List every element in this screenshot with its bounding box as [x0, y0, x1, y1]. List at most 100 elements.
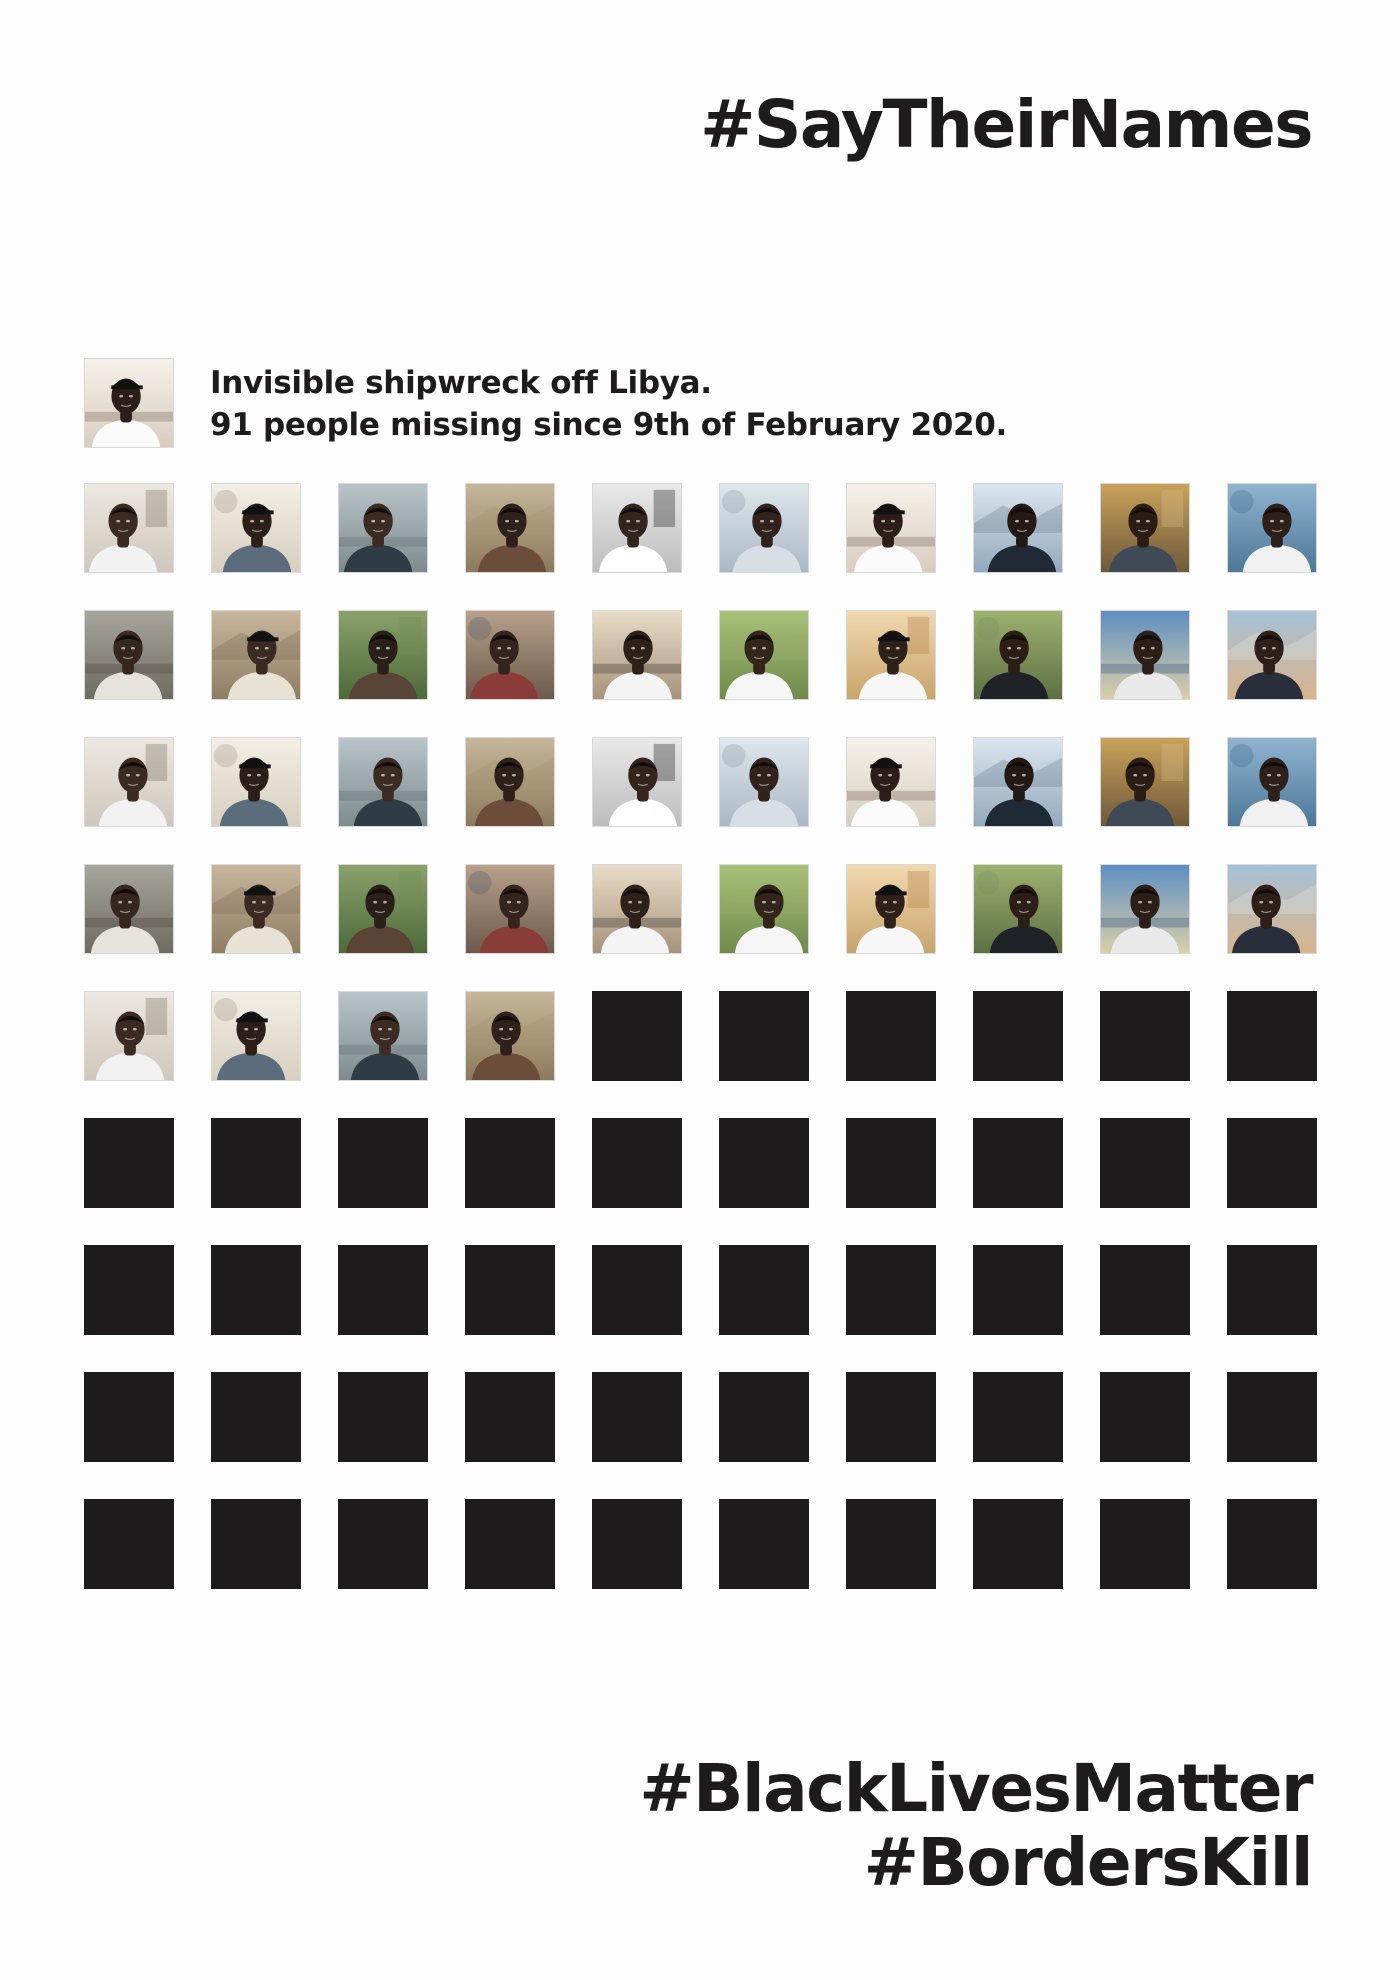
- portrait-photo-15: [592, 610, 682, 700]
- portrait-cell: [1227, 610, 1317, 700]
- portrait-photo-40: [1227, 864, 1317, 954]
- missing-person-square: [338, 1245, 428, 1335]
- portrait-photo-19: [1100, 610, 1190, 700]
- missing-person-square: [592, 991, 682, 1081]
- portrait-photo-23: [338, 737, 428, 827]
- portrait-cell: [592, 610, 682, 700]
- portrait-photo-6: [719, 483, 809, 573]
- missing-person-square: [719, 1499, 809, 1589]
- missing-person-square: [592, 1245, 682, 1335]
- intro-portrait: [84, 358, 174, 448]
- portrait-photo-13: [338, 610, 428, 700]
- portrait-photo-41: [84, 991, 174, 1081]
- portrait-cell: [465, 991, 555, 1081]
- missing-person-square: [211, 1372, 301, 1462]
- portrait-cell: [211, 483, 301, 573]
- portrait-photo-9: [1100, 483, 1190, 573]
- portrait-photo-12: [211, 610, 301, 700]
- missing-person-square: [846, 1372, 936, 1462]
- portrait-cell: [1227, 483, 1317, 573]
- portrait-photo-25: [592, 737, 682, 827]
- portrait-cell: [1100, 610, 1190, 700]
- portrait-photo-5: [592, 483, 682, 573]
- portrait-cell: [846, 737, 936, 827]
- portrait-photo-14: [465, 610, 555, 700]
- portrait-cell: [84, 737, 174, 827]
- portrait-photo-27: [846, 737, 936, 827]
- missing-person-square: [973, 1245, 1063, 1335]
- missing-person-square: [465, 1372, 555, 1462]
- missing-person-square: [211, 1245, 301, 1335]
- portrait-cell: [84, 864, 174, 954]
- portrait-photo-24: [465, 737, 555, 827]
- portrait-cell: [1100, 737, 1190, 827]
- missing-person-square: [1100, 1118, 1190, 1208]
- portrait-cell: [719, 483, 809, 573]
- missing-person-square: [84, 1499, 174, 1589]
- missing-person-square: [465, 1499, 555, 1589]
- portrait-photo-35: [592, 864, 682, 954]
- portrait-cell: [973, 610, 1063, 700]
- intro-line-missing-count: 91 people missing since 9th of February …: [210, 407, 1008, 443]
- portrait-photo-30: [1227, 737, 1317, 827]
- missing-person-square: [84, 1372, 174, 1462]
- missing-person-square: [211, 1118, 301, 1208]
- missing-person-square: [846, 1245, 936, 1335]
- missing-person-square: [973, 1118, 1063, 1208]
- portrait-photo-22: [211, 737, 301, 827]
- missing-person-square: [973, 991, 1063, 1081]
- missing-person-square: [973, 1499, 1063, 1589]
- portrait-cell: [338, 483, 428, 573]
- portrait-cell: [338, 991, 428, 1081]
- portrait-photo-38: [973, 864, 1063, 954]
- intro-portrait-photo: [84, 358, 174, 448]
- portrait-cell: [84, 610, 174, 700]
- missing-person-square: [1227, 991, 1317, 1081]
- portrait-cell: [465, 737, 555, 827]
- missing-person-square: [592, 1372, 682, 1462]
- portrait-cell: [84, 991, 174, 1081]
- portrait-cell: [338, 864, 428, 954]
- portrait-photo-26: [719, 737, 809, 827]
- memorial-grid: [84, 483, 1317, 1589]
- portrait-photo-10: [1227, 483, 1317, 573]
- portrait-photo-18: [973, 610, 1063, 700]
- portrait-cell: [846, 864, 936, 954]
- missing-person-square: [1100, 1245, 1190, 1335]
- portrait-photo-21: [84, 737, 174, 827]
- portrait-cell: [719, 864, 809, 954]
- missing-person-square: [338, 1118, 428, 1208]
- portrait-photo-11: [84, 610, 174, 700]
- borders-kill-hashtag: #BordersKill: [863, 1824, 1314, 1901]
- portrait-photo-16: [719, 610, 809, 700]
- portrait-photo-43: [338, 991, 428, 1081]
- portrait-photo-7: [846, 483, 936, 573]
- portrait-cell: [973, 737, 1063, 827]
- missing-person-square: [1100, 1372, 1190, 1462]
- portrait-cell: [465, 610, 555, 700]
- portrait-photo-32: [211, 864, 301, 954]
- missing-person-square: [973, 1372, 1063, 1462]
- portrait-cell: [338, 737, 428, 827]
- portrait-cell: [465, 864, 555, 954]
- portrait-cell: [973, 483, 1063, 573]
- missing-person-square: [719, 1245, 809, 1335]
- missing-person-square: [1227, 1372, 1317, 1462]
- portrait-cell: [592, 737, 682, 827]
- missing-person-square: [1227, 1499, 1317, 1589]
- portrait-photo-4: [465, 483, 555, 573]
- portrait-photo-39: [1100, 864, 1190, 954]
- missing-person-square: [338, 1499, 428, 1589]
- missing-person-square: [592, 1499, 682, 1589]
- portrait-photo-8: [973, 483, 1063, 573]
- portrait-photo-28: [973, 737, 1063, 827]
- missing-person-square: [592, 1118, 682, 1208]
- missing-person-square: [719, 1372, 809, 1462]
- intro-line-shipwreck: Invisible shipwreck off Libya.: [210, 365, 712, 401]
- portrait-cell: [846, 483, 936, 573]
- missing-person-square: [1100, 991, 1190, 1081]
- portrait-photo-36: [719, 864, 809, 954]
- intro-text: Invisible shipwreck off Libya. 91 people…: [210, 362, 1007, 446]
- portrait-photo-2: [211, 483, 301, 573]
